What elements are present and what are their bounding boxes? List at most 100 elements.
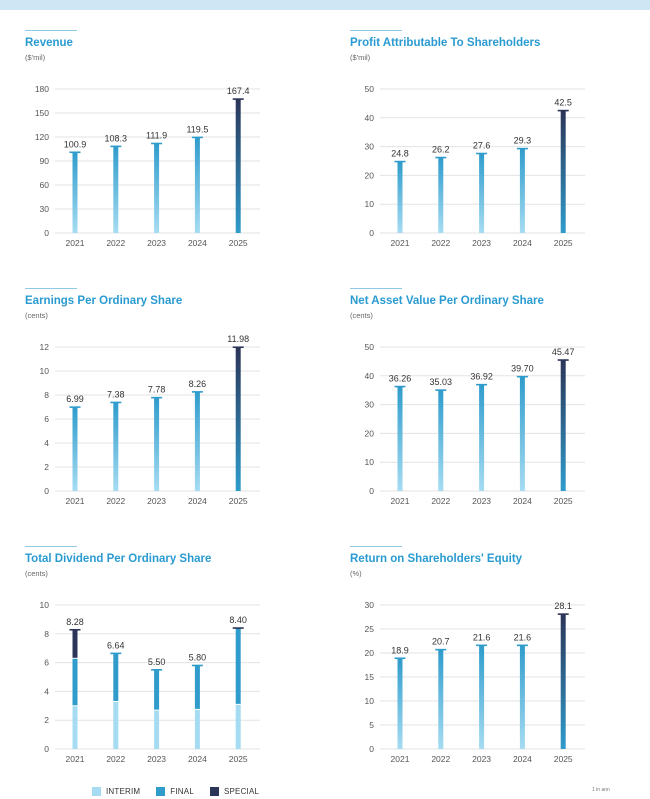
bar: [194, 391, 200, 491]
chart-plot: 0 10 20 30 40 50 2021 36.26 2022 35.03 2023 36.92 20…: [365, 342, 585, 506]
title-rule: [25, 288, 77, 289]
data-label: 29.3: [514, 136, 532, 146]
x-tick-label: 2025: [229, 238, 248, 248]
data-label: 100.9: [64, 139, 87, 149]
x-tick-label: 2022: [106, 238, 125, 248]
dividend-chart: Total Dividend Per Ordinary Share (cents…: [25, 546, 315, 796]
bar: [479, 384, 485, 491]
data-label: 26.2: [432, 145, 450, 155]
bar: [560, 614, 566, 749]
y-tick-label: 20: [365, 648, 375, 658]
x-tick-label: 2023: [147, 754, 166, 764]
chart-plot: 0 30 60 90 120 150 180 2021 100.9 2022 108.3 2023 11…: [35, 84, 260, 248]
bar: [438, 157, 444, 233]
x-tick-label: 2021: [66, 496, 85, 506]
y-tick-label: 25: [365, 624, 375, 634]
x-tick-label: 2025: [229, 496, 248, 506]
data-label: 18.9: [391, 645, 409, 655]
y-tick-label: 10: [365, 696, 375, 706]
data-label: 39.70: [511, 364, 534, 374]
bar-segment-final: [113, 653, 119, 702]
data-label: 20.7: [432, 637, 450, 647]
x-tick-label: 2024: [188, 496, 207, 506]
bar: [113, 402, 119, 491]
bar-segment-interim: [113, 701, 119, 749]
chart-plot: 051015202530202118.9202220.7202321.62024…: [365, 600, 585, 764]
chart-plot: 0 10 20 30 40 50 2021 24.8 2022 26.2 2023 27.6 2024 2…: [365, 84, 585, 248]
y-tick-label: 50: [365, 342, 375, 352]
chart-unit: (%): [350, 569, 362, 578]
title-rule: [25, 546, 77, 547]
chart-title: Total Dividend Per Ordinary Share: [25, 553, 212, 565]
x-tick-label: 2021: [66, 238, 85, 248]
x-tick-label: 2022: [106, 754, 125, 764]
bar-segment-special: [72, 629, 78, 659]
x-tick-label: 2021: [391, 238, 410, 248]
data-label: 45.47: [552, 347, 575, 357]
data-label: 36.26: [389, 374, 412, 384]
y-tick-label: 0: [369, 744, 374, 754]
bar: [397, 658, 403, 749]
bar: [560, 360, 566, 491]
x-tick-label: 2025: [554, 754, 573, 764]
bar: [72, 407, 78, 491]
bar: [479, 153, 485, 233]
bar: [235, 99, 241, 233]
y-tick-label: 10: [365, 199, 375, 209]
x-tick-label: 2024: [188, 238, 207, 248]
x-tick-label: 2024: [513, 496, 532, 506]
x-tick-label: 2022: [106, 496, 125, 506]
y-tick-label: 15: [365, 672, 375, 682]
data-label: 8.28: [66, 617, 84, 627]
bar: [235, 347, 241, 491]
title-rule: [350, 30, 402, 31]
title-rule: [25, 30, 77, 31]
chart-unit: ($'mil): [25, 53, 46, 62]
y-tick-label: 180: [35, 84, 49, 94]
legend-label-interim: INTERIM: [106, 786, 141, 796]
chart-unit: (cents): [25, 569, 48, 578]
y-tick-label: 10: [365, 457, 375, 467]
legend-label-special: SPECIAL: [223, 786, 260, 796]
legend: INTERIM FINAL SPECIAL: [92, 785, 275, 797]
x-tick-label: 2023: [472, 754, 491, 764]
data-label: 119.5: [186, 124, 208, 134]
x-tick-label: 2021: [391, 754, 410, 764]
y-tick-label: 0: [44, 744, 49, 754]
x-tick-label: 2023: [147, 496, 166, 506]
y-tick-label: 40: [365, 113, 375, 123]
y-tick-label: 5: [369, 720, 374, 730]
y-tick-label: 60: [40, 180, 50, 190]
data-label: 11.98: [227, 334, 249, 344]
y-tick-label: 0: [44, 486, 49, 496]
data-label: 7.38: [107, 389, 125, 399]
y-tick-label: 8: [44, 629, 49, 639]
x-tick-label: 2024: [188, 754, 207, 764]
y-tick-label: 0: [369, 486, 374, 496]
bar: [397, 386, 403, 491]
bar-segment-interim: [154, 710, 160, 749]
x-tick-label: 2023: [472, 496, 491, 506]
data-label: 167.4: [227, 86, 250, 96]
x-tick-label: 2022: [431, 238, 450, 248]
data-label: 35.03: [430, 377, 453, 387]
title-rule: [350, 546, 402, 547]
bar: [113, 146, 119, 233]
data-label: 24.8: [391, 149, 409, 159]
bar: [194, 137, 200, 233]
chart-unit: (cents): [25, 311, 48, 320]
bar-segment-final: [72, 658, 78, 706]
chart-plot: 0 2 4 6 8 10 2021 8.28 2022 6.64 2023 5.50 2024 5.80 2…: [40, 600, 260, 764]
bar-segment-final: [154, 669, 160, 711]
chart-title: Profit Attributable To Shareholders: [350, 37, 541, 49]
data-label: 21.6: [514, 632, 532, 642]
data-label: 36.92: [470, 372, 493, 382]
chart-title: Net Asset Value Per Ordinary Share: [350, 295, 544, 307]
y-tick-label: 40: [365, 371, 375, 381]
roe-chart: Return on Shareholders' Equity (%) 0 5 10 1…: [350, 546, 640, 796]
data-label: 27.6: [473, 141, 491, 151]
legend-swatch-special: [209, 786, 219, 796]
data-label: 8.40: [229, 615, 247, 625]
x-tick-label: 2022: [431, 754, 450, 764]
y-tick-label: 30: [365, 400, 375, 410]
